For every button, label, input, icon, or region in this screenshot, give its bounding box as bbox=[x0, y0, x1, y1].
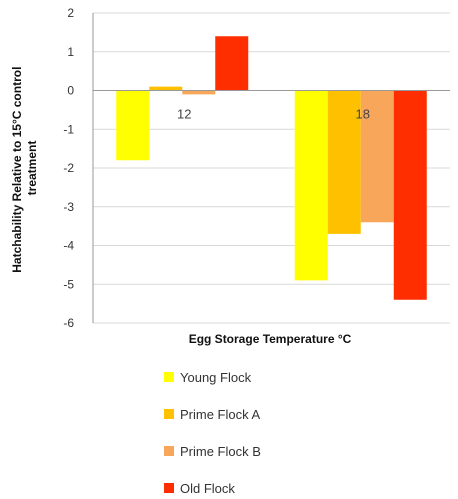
bar-prime-flock-b-12 bbox=[182, 90, 216, 95]
bar-old-flock-18 bbox=[393, 90, 427, 300]
legend-swatch bbox=[164, 446, 174, 456]
y-tick-label: -6 bbox=[63, 316, 74, 330]
legend-label: Young Flock bbox=[180, 370, 252, 385]
legend-label: Prime Flock A bbox=[180, 407, 261, 422]
legend-swatch bbox=[164, 372, 174, 382]
bar-young-flock-18 bbox=[294, 90, 328, 281]
bars bbox=[116, 36, 427, 300]
y-tick-label: 0 bbox=[67, 84, 74, 98]
y-tick-label: 2 bbox=[67, 6, 74, 20]
bar-prime-flock-b-18 bbox=[360, 90, 394, 223]
bar-old-flock-12 bbox=[215, 36, 249, 91]
y-tick-labels: 2 1 0 -1 -2 -3 -4 -5 -6 bbox=[63, 6, 74, 330]
legend-label: Old Flock bbox=[180, 481, 235, 496]
legend-swatch bbox=[164, 483, 174, 493]
legend-label: Prime Flock B bbox=[180, 444, 261, 459]
bar-prime-flock-a-18 bbox=[327, 90, 361, 234]
y-tick-label: -1 bbox=[63, 122, 74, 136]
bar-young-flock-12 bbox=[116, 90, 150, 161]
y-tick-label: -2 bbox=[63, 161, 74, 175]
y-tick-label: 1 bbox=[67, 45, 74, 59]
y-tick-label: -3 bbox=[63, 200, 74, 214]
legend: Young Flock Prime Flock A Prime Flock B Old… bbox=[164, 370, 261, 496]
category-labels: 12 18 bbox=[177, 107, 370, 122]
bar-prime-flock-a-12 bbox=[149, 86, 183, 91]
legend-swatch bbox=[164, 409, 174, 419]
y-tick-label: -5 bbox=[63, 277, 74, 291]
y-tick-label: -4 bbox=[63, 239, 74, 253]
x-axis-title: Egg Storage Temperature °C bbox=[189, 332, 352, 346]
category-label: 18 bbox=[356, 107, 370, 122]
category-label: 12 bbox=[177, 107, 191, 122]
y-axis-title: Hatchability Relative to 15°C control tr… bbox=[10, 63, 39, 273]
